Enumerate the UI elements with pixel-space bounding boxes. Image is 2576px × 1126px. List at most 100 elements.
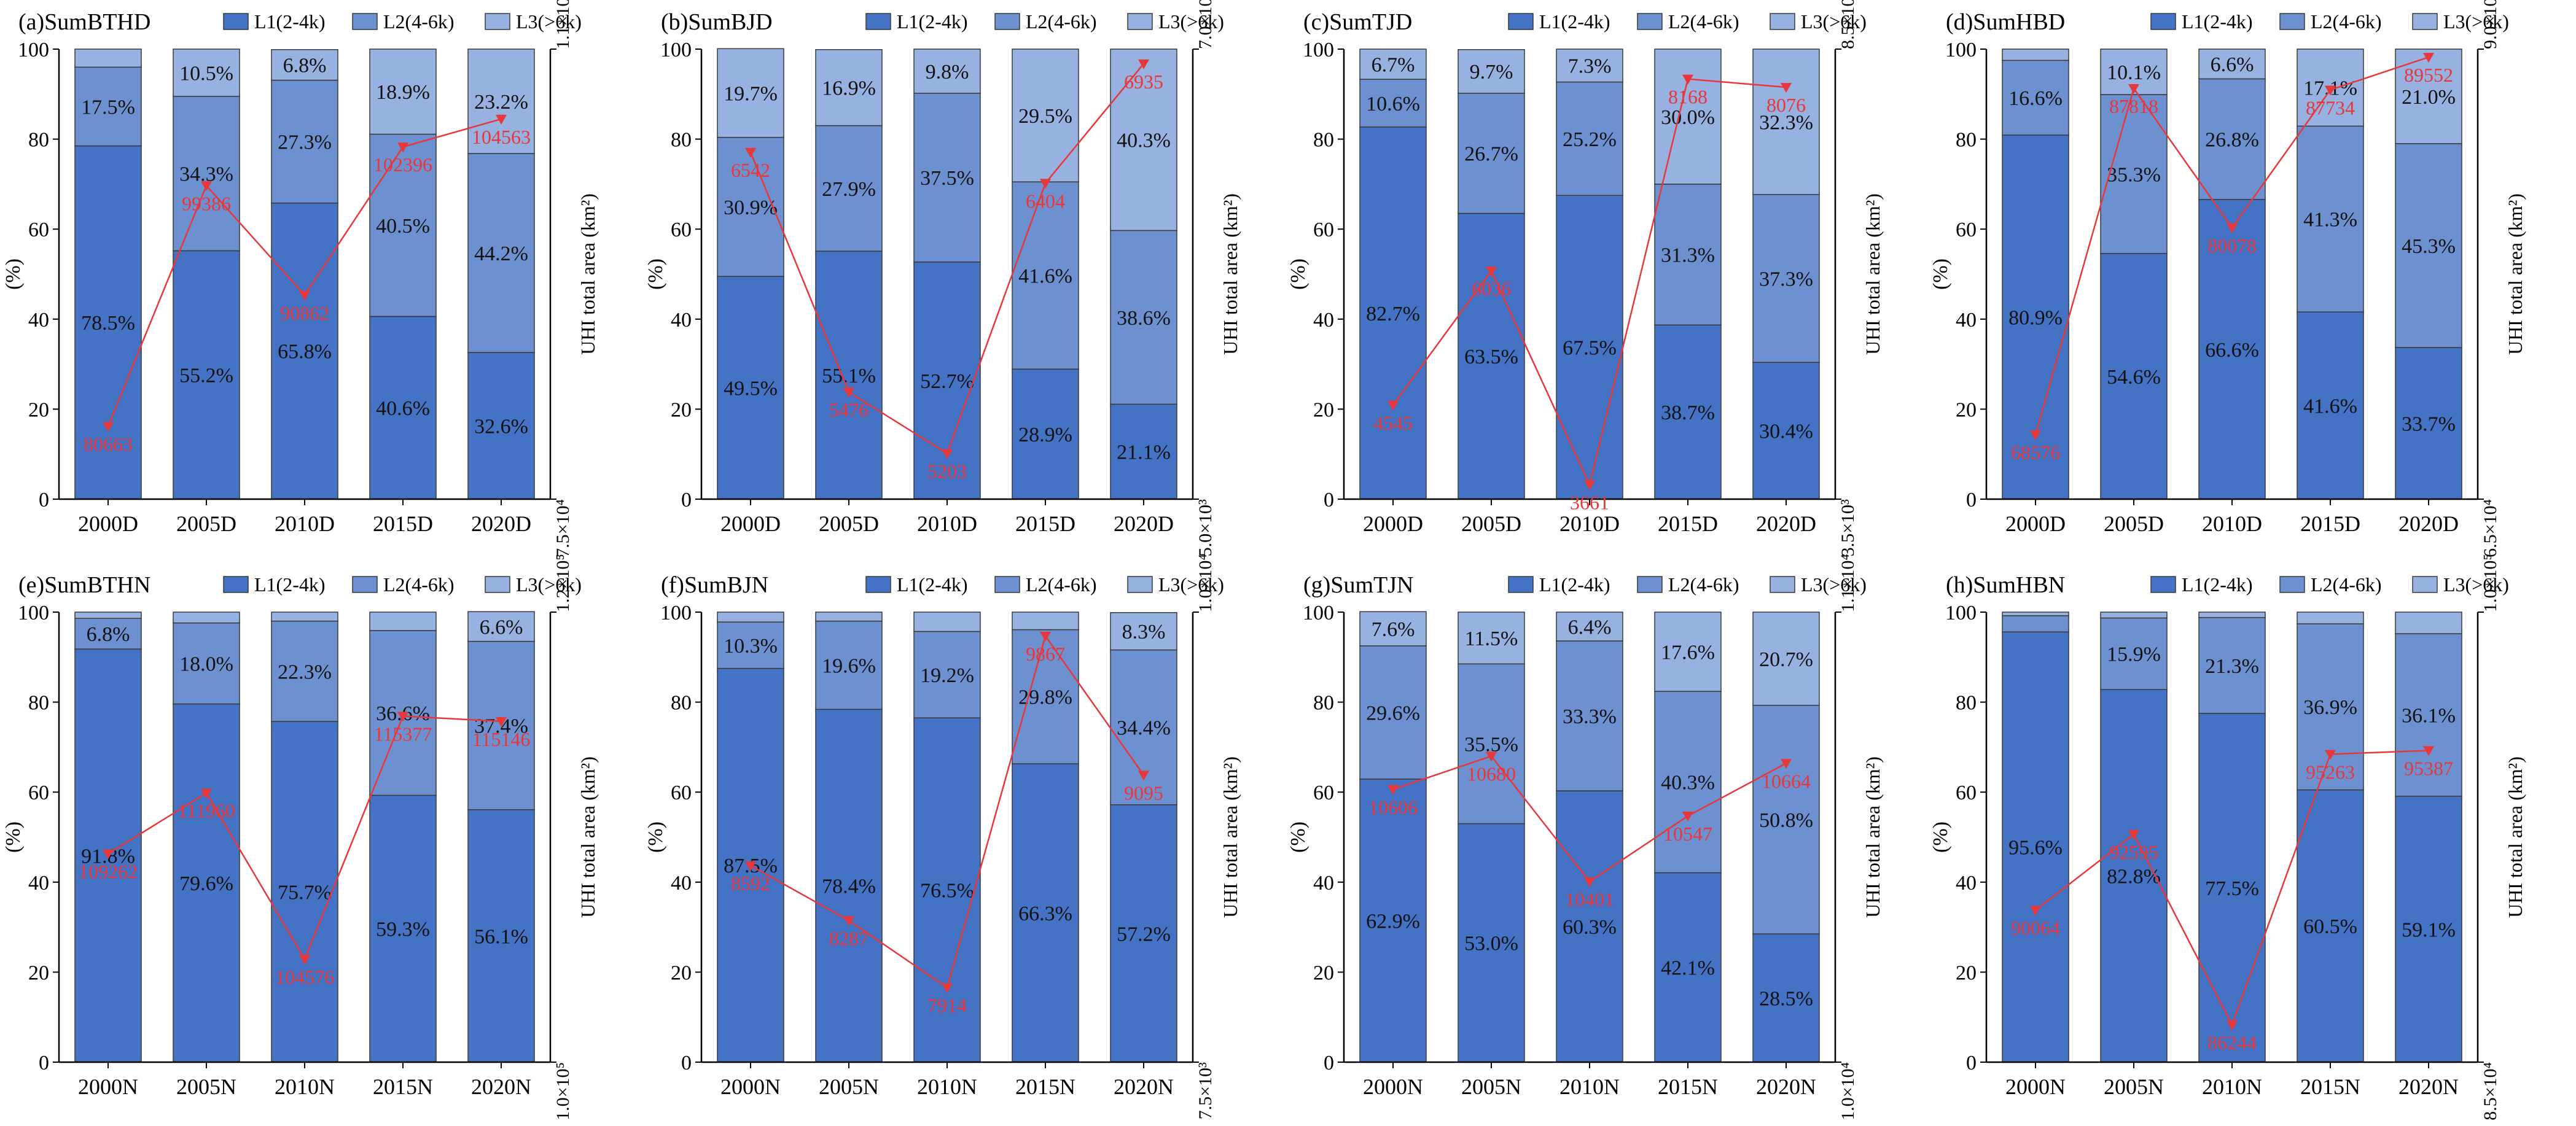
- area-marker: [103, 849, 114, 860]
- bar-segment: [815, 125, 883, 252]
- bar-segment: [2395, 796, 2462, 1063]
- y2-tick-label: 7.5×10³: [1195, 1062, 1216, 1119]
- bar-segment: [2002, 60, 2069, 136]
- area-marker: [942, 983, 953, 993]
- bar-value-label: 21.3%: [2205, 655, 2259, 678]
- x-tick-label: 2000N: [78, 1074, 138, 1099]
- bar-segment: [1110, 49, 1177, 231]
- bar-segment: [369, 133, 437, 317]
- y-tick-label: 60: [28, 219, 49, 241]
- bar-value-label: 19.2%: [920, 664, 974, 687]
- bar-value-label: 57.2%: [1117, 923, 1171, 945]
- bar-value-label: 9.7%: [1470, 61, 1513, 83]
- legend-label: L3(>6k): [1801, 573, 1867, 596]
- legend-swatch: [2412, 576, 2438, 593]
- bar-segment: [1458, 823, 1525, 1063]
- area-marker: [1486, 751, 1497, 762]
- bar-value-label: 22.3%: [278, 661, 332, 683]
- area-value-label: 7914: [927, 995, 967, 1017]
- y-tick-label: 80: [1313, 129, 1334, 152]
- x-tick-label: 2005N: [819, 1074, 879, 1099]
- bar-value-label: 82.7%: [1366, 303, 1420, 325]
- bar-segment: [74, 49, 142, 68]
- bar-segment: [271, 612, 338, 622]
- area-value-label: 10606: [1368, 796, 1418, 818]
- bar-value-label: 10.1%: [2107, 61, 2161, 84]
- y-tick-label: 20: [1313, 398, 1334, 421]
- bar-segment: [74, 145, 142, 500]
- chart-title: (b)SumBJD: [661, 9, 773, 35]
- area-marker: [2325, 85, 2336, 96]
- y-tick-label: 100: [1303, 39, 1334, 61]
- bar-segment: [1359, 778, 1427, 1063]
- area-marker: [843, 387, 854, 398]
- bar-segment: [2002, 631, 2069, 1063]
- area-value-label: 9095: [1124, 782, 1163, 804]
- legend-swatch: [485, 13, 510, 30]
- legend-label: L3(>6k): [2443, 573, 2509, 596]
- legend-swatch: [352, 13, 378, 30]
- bar-value-label: 15.9%: [2107, 643, 2161, 666]
- bar-value-label: 56.1%: [474, 925, 528, 948]
- y-axis-label: (%): [2, 258, 25, 290]
- y-tick-label: 100: [1303, 602, 1334, 624]
- bar-value-label: 95.6%: [2008, 837, 2063, 860]
- bar-value-label: 34.4%: [1117, 717, 1171, 740]
- y-tick-label: 40: [1313, 309, 1334, 332]
- bar-segment: [173, 49, 240, 97]
- y2-axis-label: UHI total area (km²): [1862, 756, 1884, 918]
- y-tick-label: 100: [660, 602, 692, 624]
- legend-swatch: [223, 13, 249, 30]
- legend-label: L2(4-6k): [1026, 573, 1097, 596]
- y-tick-label: 0: [39, 1052, 49, 1074]
- y-tick-label: 20: [671, 398, 692, 421]
- bar-segment: [1556, 612, 1623, 642]
- area-marker: [201, 788, 212, 799]
- bar-segment: [173, 622, 240, 705]
- x-tick-label: 2015D: [373, 511, 433, 536]
- legend-label: L2(4-6k): [383, 573, 455, 596]
- y2-tick-label: 1.0×10⁵: [2480, 554, 2500, 612]
- area-value-label: 6542: [731, 159, 770, 181]
- bar-segment: [1012, 181, 1079, 370]
- bar-segment: [2002, 612, 2069, 616]
- area-marker: [397, 142, 408, 153]
- legend-label: L1(2-4k): [2182, 573, 2253, 596]
- y-tick-label: 20: [28, 398, 49, 421]
- area-value-label: 5476: [829, 399, 868, 421]
- legend-label: L1(2-4k): [254, 573, 326, 596]
- y-tick-label: 0: [681, 489, 692, 511]
- chart-title: (d)SumHBD: [1946, 9, 2065, 35]
- bar-value-label: 35.3%: [2107, 163, 2161, 186]
- bar-segment: [271, 620, 338, 722]
- bar-value-label: 21.0%: [2402, 86, 2456, 109]
- area-value-label: 104563: [472, 126, 531, 148]
- chart-panel: 78.5%17.5%2000D55.2%34.3%10.5%2005D65.8%…: [2, 0, 599, 557]
- bar-value-label: 20.7%: [1759, 648, 1813, 671]
- bar-value-label: 76.5%: [920, 880, 974, 903]
- area-marker: [1138, 771, 1149, 781]
- bar-value-label: 30.0%: [1661, 106, 1715, 129]
- area-value-label: 87818: [2109, 95, 2158, 117]
- x-tick-label: 2010N: [917, 1074, 977, 1099]
- area-marker: [1388, 400, 1399, 411]
- bar-segment: [2002, 49, 2069, 61]
- y2-axis-label: UHI total area (km²): [1219, 193, 1241, 355]
- bar-segment: [2198, 612, 2266, 618]
- y2-tick-label: 3.5×10³: [1838, 499, 1858, 556]
- y-tick-label: 100: [1945, 602, 1977, 624]
- y-tick-label: 20: [1313, 961, 1334, 984]
- bar-value-label: 59.1%: [2402, 918, 2456, 941]
- legend-swatch: [352, 576, 378, 593]
- bar-value-label: 6.7%: [1372, 53, 1415, 76]
- x-tick-label: 2010N: [1559, 1074, 1620, 1099]
- bar-value-label: 67.5%: [1563, 337, 1617, 360]
- bar-segment: [1654, 691, 1722, 874]
- bar-value-label: 27.9%: [822, 178, 876, 201]
- bar-value-label: 6.4%: [1568, 616, 1612, 639]
- bar-value-label: 33.7%: [2402, 413, 2456, 435]
- bar-segment: [1012, 763, 1079, 1063]
- bar-segment: [2198, 617, 2266, 714]
- area-marker: [2325, 750, 2336, 760]
- bar-value-label: 18.0%: [179, 653, 233, 675]
